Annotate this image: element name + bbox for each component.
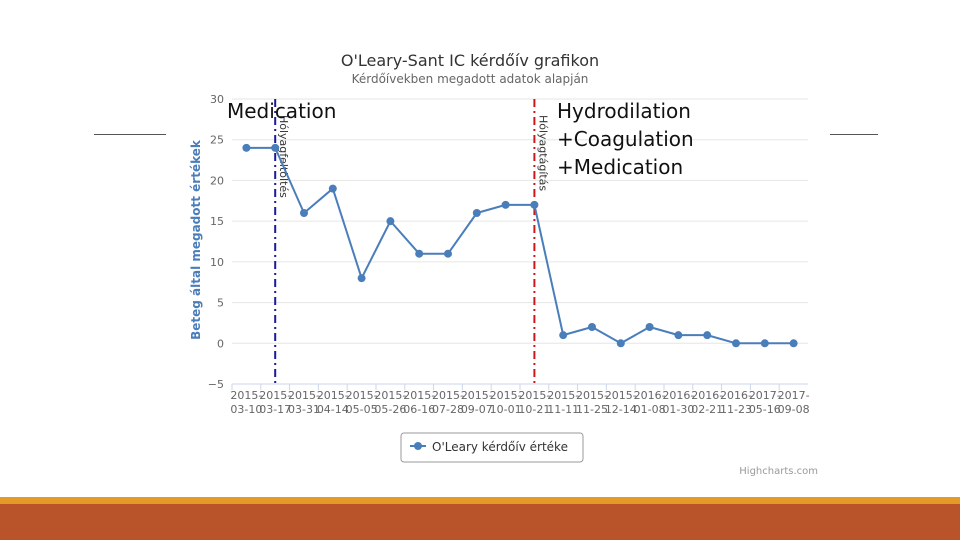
- footer-stripe-red: [0, 504, 960, 540]
- data-point[interactable]: [760, 339, 769, 348]
- x-tick-label: 2015-03-10: [230, 389, 262, 416]
- x-tick-label: 2015-03-17: [259, 389, 291, 416]
- data-point[interactable]: [559, 331, 568, 340]
- chart-subtitle: Kérdőívekben megadott adatok alapján: [352, 72, 589, 86]
- data-point[interactable]: [530, 200, 539, 209]
- data-point[interactable]: [674, 331, 683, 340]
- x-tick-label: 2015-05-05: [346, 389, 378, 416]
- data-point[interactable]: [588, 323, 596, 331]
- data-point[interactable]: [271, 143, 280, 152]
- x-tick-label: 2016-11-23: [720, 389, 752, 416]
- hydrodilation-annotation: Hydrodilation +Coagulation +Medication: [557, 97, 694, 181]
- y-tick-label: 0: [217, 337, 224, 350]
- annotation-line-hydrodilation: Hydrodilation: [557, 99, 691, 123]
- data-point[interactable]: [357, 274, 366, 283]
- y-tick-label: 20: [210, 174, 224, 187]
- data-point[interactable]: [386, 217, 395, 226]
- data-point[interactable]: [415, 249, 424, 258]
- y-tick-label: 5: [217, 297, 224, 310]
- x-tick-label: 2016-01-30: [662, 389, 694, 416]
- y-tick-label: 25: [210, 134, 224, 147]
- x-tick-label: 2016-01-08: [634, 389, 666, 416]
- x-tick-label: 2015-07-28: [432, 389, 464, 416]
- footer-stripe-orange: [0, 497, 960, 504]
- slide-rule-left: [94, 134, 166, 135]
- axis-layer: −50510152025302015-03-102015-03-172015-0…: [208, 93, 810, 416]
- annotation-line-coagulation: +Coagulation: [557, 127, 694, 151]
- x-tick-label: 2017-09-08: [778, 389, 810, 416]
- grid-layer: [232, 98, 808, 385]
- x-tick-label: 2017-05-16: [749, 389, 781, 416]
- x-tick-label: 2015-04-14: [317, 389, 349, 416]
- data-point[interactable]: [789, 339, 798, 348]
- series-line: [246, 146, 794, 345]
- slide-rule-right: [830, 134, 878, 135]
- data-point[interactable]: [472, 209, 481, 217]
- chart-credits[interactable]: Highcharts.com: [739, 466, 818, 477]
- y-tick-label: 15: [210, 215, 224, 228]
- y-tick-label: 30: [210, 93, 224, 106]
- x-tick-label: 2015-09-07: [461, 389, 493, 416]
- y-tick-label: 10: [210, 256, 224, 269]
- x-tick-label: 2015-10-21: [518, 389, 550, 416]
- x-tick-label: 2016-02-21: [691, 389, 723, 416]
- x-tick-label: 2015-12-14: [605, 389, 637, 416]
- annotation-line-medication: +Medication: [557, 155, 684, 179]
- data-point[interactable]: [444, 249, 452, 258]
- medication-annotation: Medication: [227, 99, 337, 123]
- data-point[interactable]: [703, 331, 712, 340]
- data-point[interactable]: [242, 143, 251, 152]
- legend-series-label: O'Leary kérdőív értéke: [432, 440, 568, 454]
- x-tick-label: 2015-05-26: [374, 389, 406, 416]
- chart-title: O'Leary-Sant IC kérdőív grafikon: [341, 51, 599, 70]
- legend[interactable]: O'Leary kérdőív értéke: [400, 432, 584, 463]
- y-tick-label: −5: [208, 378, 224, 391]
- data-point[interactable]: [645, 323, 654, 331]
- x-tick-label: 2015-11-11: [547, 389, 579, 416]
- x-tick-label: 2015-10-01: [490, 389, 522, 416]
- plot-line-label: Hólyagfeltöltés: [277, 115, 290, 198]
- series-layer: [242, 143, 798, 348]
- x-tick-label: 2015-11-25: [576, 389, 608, 416]
- x-tick-label: 2015-03-31: [288, 389, 320, 416]
- legend-box: [400, 432, 584, 463]
- data-point[interactable]: [616, 339, 625, 348]
- x-tick-label: 2015-06-16: [403, 389, 435, 416]
- data-point[interactable]: [732, 339, 740, 348]
- data-point[interactable]: [328, 184, 337, 193]
- data-point[interactable]: [300, 209, 308, 217]
- legend-point-marker: [414, 442, 422, 450]
- plot-line-label: Hólyagtágítás: [536, 115, 549, 191]
- data-point[interactable]: [501, 200, 510, 209]
- y-axis-title: Beteg által megadott értékek: [189, 139, 203, 340]
- plot-lines: Hólyagfeltöltés Hólyagtágítás: [274, 99, 549, 384]
